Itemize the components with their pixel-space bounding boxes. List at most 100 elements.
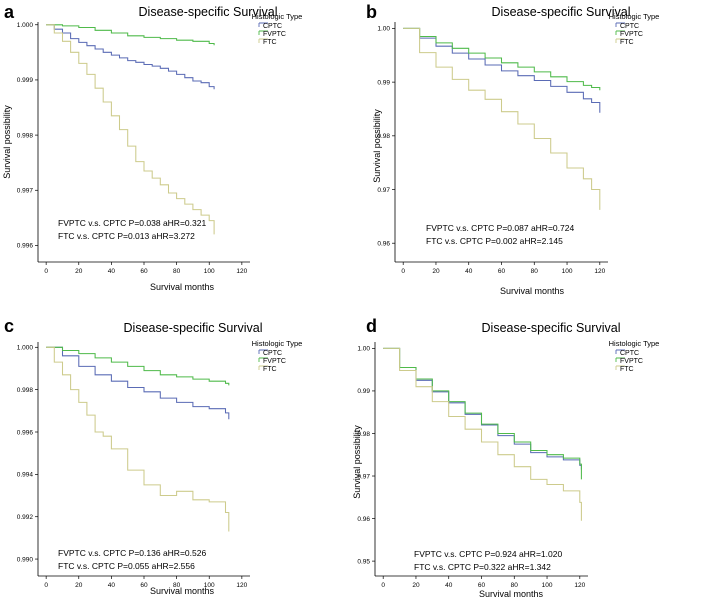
x-axis-label: Survival months [150,282,215,292]
legend-item-cptc: CPTC [263,23,282,30]
legend-title: Histologic Type [252,339,303,348]
legend-swatch-cptc [615,349,625,354]
y-axis-label: Survival possibility [2,105,12,179]
y-tick-label: 0.99 [377,79,390,86]
stat-annotation: FVPTC v.s. CPTC P=0.924 aHR=1.020 [414,549,562,559]
chart-title: Disease-specific Survival [124,321,263,335]
x-tick-label: 0 [44,582,48,589]
panel-letter: d [366,316,377,336]
x-tick-label: 120 [594,268,605,275]
y-tick-label: 0.99 [357,388,370,395]
x-tick-label: 60 [478,582,486,589]
y-tick-label: 0.996 [17,243,34,250]
legend-swatch-ftc [615,38,625,43]
y-tick-label: 0.999 [17,77,34,84]
legend-item-fvptc: FVPTC [620,358,643,365]
panel-b: b Disease-specific Survival 0 20 40 60 80 100 12… [366,2,659,296]
panel-letter: c [4,316,14,336]
legend-swatch-cptc [258,22,268,27]
series-line-ftc [403,27,601,210]
panel-letter: a [4,2,15,22]
x-axis-label: Survival months [500,286,565,296]
x-tick-label: 120 [236,582,247,589]
series-line-fvptc [403,27,601,91]
legend-swatch-ftc [615,365,625,370]
stat-annotation: FTC v.s. CPTC P=0.002 aHR=2.145 [426,236,563,246]
x-tick-label: 40 [465,268,473,275]
legend-swatch-fvptc [615,357,625,362]
y-tick-label: 1.00 [377,26,390,33]
series-line-cptc [46,24,215,90]
y-tick-label: 0.98 [377,133,390,140]
stat-annotation: FVPTC v.s. CPTC P=0.087 aHR=0.724 [426,223,574,233]
panel-a: a Disease-specific Survival 0 20 40 60 80 100 12… [2,2,302,292]
y-tick-label: 0.998 [17,387,34,394]
legend-swatch-cptc [615,22,625,27]
y-tick-label: 0.96 [357,516,370,523]
series-line-fvptc [46,24,215,46]
y-tick-label: 0.994 [17,472,34,479]
x-tick-label: 20 [75,268,83,275]
x-tick-label: 100 [204,268,215,275]
legend-swatch-ftc [258,365,268,370]
legend-swatch-fvptc [615,30,625,35]
x-tick-label: 0 [44,268,48,275]
x-tick-label: 100 [204,582,215,589]
legend-item-ftc: FTC [263,39,277,46]
legend-title: Histologic Type [609,339,660,348]
series-line-ftc [383,347,582,521]
x-tick-label: 80 [531,268,539,275]
legend-item-fvptc: FVPTC [620,31,643,38]
x-tick-label: 20 [412,582,420,589]
y-tick-label: 0.97 [377,187,390,194]
y-tick-label: 1.000 [17,345,34,352]
x-tick-label: 60 [140,268,148,275]
stat-annotation: FVPTC v.s. CPTC P=0.038 aHR=0.321 [58,218,206,228]
y-axis-label: Survival possibility [352,425,362,499]
x-axis-label: Survival months [150,586,215,596]
stat-annotation: FTC v.s. CPTC P=0.055 aHR=2.556 [58,561,195,571]
legend-item-ftc: FTC [620,39,634,46]
legend-item-fvptc: FVPTC [263,31,286,38]
x-tick-label: 20 [432,268,440,275]
chart-title: Disease-specific Survival [139,5,278,19]
y-tick-label: 0.992 [17,514,34,521]
x-tick-label: 80 [511,582,519,589]
stat-annotation: FTC v.s. CPTC P=0.013 aHR=3.272 [58,231,195,241]
x-tick-label: 40 [108,582,116,589]
series-line-fvptc [383,347,582,480]
series-line-fvptc [46,346,230,386]
legend-swatch-ftc [258,38,268,43]
x-tick-label: 20 [75,582,83,589]
x-tick-label: 60 [498,268,506,275]
x-tick-label: 60 [140,582,148,589]
x-tick-label: 120 [236,268,247,275]
x-tick-label: 0 [381,582,385,589]
x-axis-label: Survival months [479,589,544,599]
y-tick-label: 0.96 [377,241,390,248]
chart-title: Disease-specific Survival [492,5,631,19]
y-tick-label: 1.000 [17,22,34,29]
y-axis-label: Survival possibility [372,109,382,183]
y-tick-label: 0.98 [357,431,370,438]
legend-item-cptc: CPTC [620,350,639,357]
panel-letter: b [366,2,377,22]
legend-item-cptc: CPTC [620,23,639,30]
series-line-ftc [46,24,215,235]
legend-swatch-cptc [258,349,268,354]
y-tick-label: 1.00 [357,346,370,353]
chart-title: Disease-specific Survival [482,321,621,335]
x-tick-label: 0 [401,268,405,275]
legend-title: Histologic Type [609,12,660,21]
y-tick-label: 0.97 [357,473,370,480]
y-tick-label: 0.996 [17,429,34,436]
y-tick-label: 0.998 [17,132,34,139]
x-tick-label: 100 [542,582,553,589]
legend-title: Histologic Type [252,12,303,21]
series-line-cptc [46,346,230,420]
x-tick-label: 80 [173,268,181,275]
x-tick-label: 40 [108,268,116,275]
x-tick-label: 80 [173,582,181,589]
legend-item-cptc: CPTC [263,350,282,357]
